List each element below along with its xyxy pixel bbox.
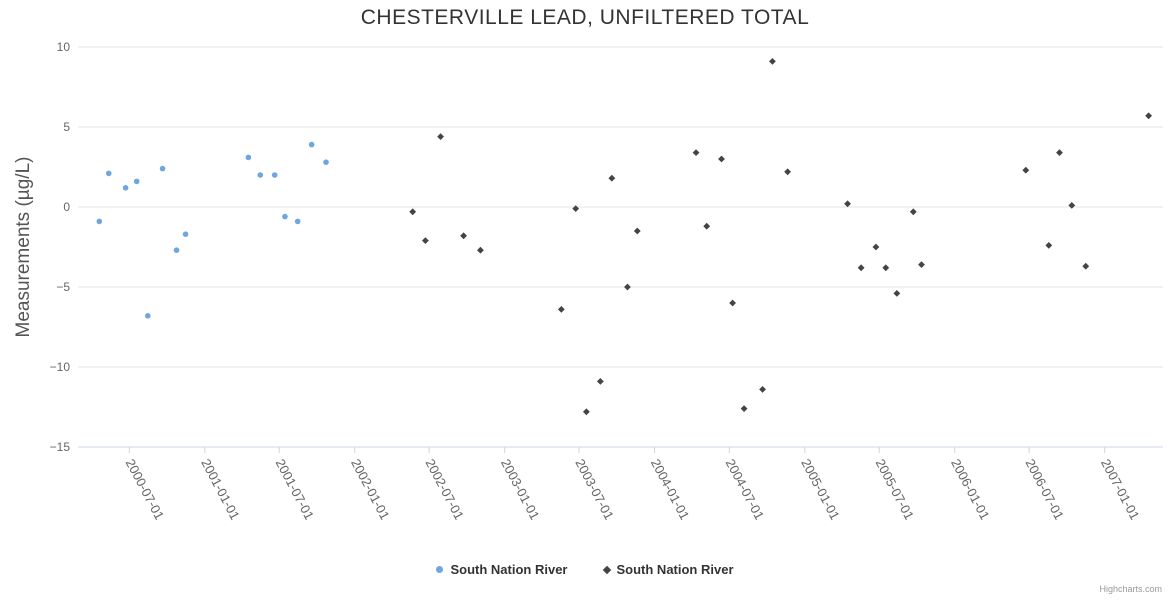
data-point-series2[interactable] <box>1056 149 1063 156</box>
data-point-series2[interactable] <box>1145 112 1153 120</box>
legend-item-south-nation-river-2[interactable]: South Nation River <box>602 562 734 577</box>
data-point-series1[interactable] <box>308 141 315 148</box>
x-axis-tick-label: 2003-07-01 <box>572 456 616 522</box>
data-point-series2[interactable] <box>893 290 901 297</box>
data-point-series2[interactable] <box>740 405 748 412</box>
data-point-series1[interactable] <box>133 178 140 185</box>
data-point-series1[interactable] <box>105 170 112 177</box>
data-point-series1[interactable] <box>323 159 329 165</box>
data-point-series2[interactable] <box>918 261 925 268</box>
data-point-series2[interactable] <box>703 222 711 230</box>
data-point-series1[interactable] <box>159 165 166 172</box>
data-point-series2[interactable] <box>582 408 590 416</box>
x-axis-tick-label: 2002-07-01 <box>422 456 466 522</box>
x-axis-tick-label: 2006-01-01 <box>948 456 992 522</box>
data-point-series2[interactable] <box>572 205 580 212</box>
data-point-series2[interactable] <box>857 264 865 272</box>
data-point-series2[interactable] <box>692 149 700 156</box>
data-point-series2[interactable] <box>882 264 890 272</box>
y-axis-tick-label: −5 <box>56 280 70 294</box>
x-axis-tick-label: 2006-07-01 <box>1022 456 1066 522</box>
y-axis-tick-label: 10 <box>57 40 71 54</box>
data-point-series1[interactable] <box>245 154 252 161</box>
legend-label: South Nation River <box>616 562 734 577</box>
y-axis-tick-label: −10 <box>50 360 71 374</box>
data-point-series2[interactable] <box>1068 202 1076 209</box>
data-point-series2[interactable] <box>409 208 417 216</box>
data-point-series2[interactable] <box>596 378 604 385</box>
x-axis-tick-label: 2005-01-01 <box>798 456 842 522</box>
y-axis-tick-label: 0 <box>63 200 70 214</box>
data-point-series2[interactable] <box>421 237 429 244</box>
chart-title: CHESTERVILLE LEAD, UNFILTERED TOTAL <box>360 6 810 29</box>
data-point-series2[interactable] <box>729 299 736 307</box>
x-axis-tick-label: 2001-07-01 <box>273 456 317 522</box>
data-point-series2[interactable] <box>1082 262 1090 270</box>
data-point-series1[interactable] <box>257 172 264 178</box>
data-point-series2[interactable] <box>872 243 880 251</box>
diamond-marker-icon <box>602 565 611 574</box>
legend: South Nation River South Nation River <box>0 562 1170 577</box>
data-point-series1[interactable] <box>144 313 151 319</box>
legend-label: South Nation River <box>450 562 568 577</box>
legend-item-south-nation-river-1[interactable]: South Nation River <box>436 562 568 577</box>
data-point-series2[interactable] <box>557 306 565 313</box>
y-axis-tick-label: −15 <box>50 440 71 454</box>
y-axis-title: Measurements (µg/L) <box>13 156 34 338</box>
data-point-series1[interactable] <box>282 213 288 220</box>
x-axis-tick-label: 2005-07-01 <box>873 456 917 522</box>
x-axis-tick-label: 2002-01-01 <box>348 456 392 522</box>
data-point-series2[interactable] <box>784 168 792 176</box>
data-point-series2[interactable] <box>624 283 631 291</box>
x-axis-tick-label: 2000-07-01 <box>123 456 167 522</box>
x-axis-tick-label: 2004-01-01 <box>648 456 692 522</box>
data-point-series1[interactable] <box>122 185 129 191</box>
data-point-series2[interactable] <box>844 200 851 208</box>
x-axis-tick-label: 2003-01-01 <box>498 456 542 522</box>
x-axis-tick-label: 2007-01-01 <box>1098 456 1142 522</box>
data-point-series2[interactable] <box>718 155 725 163</box>
data-point-series2[interactable] <box>909 208 917 216</box>
data-point-series1[interactable] <box>96 218 103 225</box>
x-axis-tick-label: 2004-07-01 <box>723 456 767 522</box>
data-point-series2[interactable] <box>437 133 444 140</box>
data-point-series1[interactable] <box>182 231 189 237</box>
data-point-series1[interactable] <box>294 218 301 225</box>
y-axis-tick-label: 5 <box>63 120 70 134</box>
data-point-series2[interactable] <box>1045 242 1053 249</box>
data-point-series2[interactable] <box>608 174 616 182</box>
data-point-series2[interactable] <box>460 232 467 240</box>
circle-marker-icon <box>436 566 444 573</box>
data-point-series2[interactable] <box>633 227 641 235</box>
data-point-series2[interactable] <box>759 386 766 393</box>
highcharts-credit-link[interactable]: Highcharts.com <box>1099 584 1162 594</box>
data-point-series1[interactable] <box>271 172 278 178</box>
x-axis-tick-label: 2001-01-01 <box>198 456 242 522</box>
data-point-series2[interactable] <box>769 58 776 65</box>
data-point-series2[interactable] <box>477 246 484 254</box>
data-point-series1[interactable] <box>173 247 180 253</box>
data-point-series2[interactable] <box>1022 166 1030 174</box>
